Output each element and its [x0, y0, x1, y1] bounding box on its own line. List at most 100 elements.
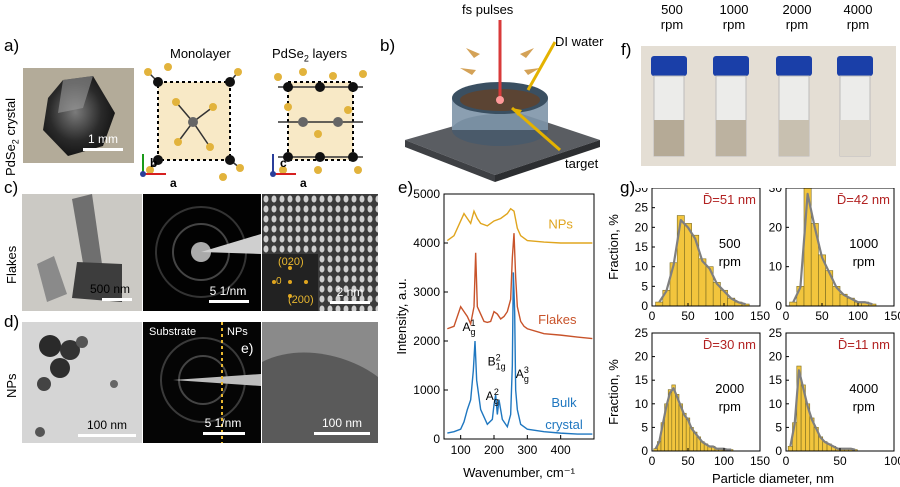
ablation-setup: [405, 20, 600, 182]
hist-ytick-label-1000-30: 30: [769, 188, 783, 195]
nps-tem-image: 100 nm: [22, 322, 142, 443]
hist-ytick-label-4000-20: 20: [769, 350, 783, 364]
crystal-scalebar: [83, 148, 123, 151]
hist-ytick-label-1000-10: 10: [769, 260, 783, 274]
panel-label-a: a): [4, 36, 20, 55]
nps-saed-image: Substrate NPs e) 5 1/nm: [143, 322, 261, 443]
hist-ytick-label-4000-15: 15: [769, 373, 783, 387]
flakes-hrtem-image: (020) 0 (200) 2 nm: [262, 194, 378, 311]
nps-scalebar-3: [314, 432, 370, 435]
rpm-label-2000: 2000 rpm: [782, 2, 812, 32]
fft-label-200: (200): [288, 294, 314, 306]
hist-xtick-label-1000-0: 0: [783, 309, 790, 323]
hist-xtick-label-500-50: 50: [681, 309, 695, 323]
flakes-scale-1: 500 nm: [89, 282, 131, 296]
hist-ytick-label-500-25: 25: [635, 201, 649, 215]
hist-unit-2000: rpm: [719, 399, 741, 414]
raman-ytick-label-2000: 2000: [413, 334, 440, 348]
hist-xtick-label-4000-50: 50: [833, 454, 847, 468]
hist-unit-4000: rpm: [853, 399, 875, 414]
hist-ytick-label-500-20: 20: [635, 220, 649, 234]
rpm-label-500: 500 rpm: [660, 2, 684, 32]
crystal-label: PdSe2 crystal: [3, 98, 21, 176]
hist-frame-2000: [651, 332, 761, 452]
raman-series-0: [446, 207, 593, 244]
hist-bar-2000-8: [682, 412, 687, 452]
hist-ytick-label-500-15: 15: [635, 240, 649, 254]
raman-peak-label-1: A2 g: [486, 387, 499, 406]
hist-ytick-label-500-5: 5: [641, 279, 648, 293]
hist-ytick-label-4000-10: 10: [769, 397, 783, 411]
hist-mean-4000: D̄=11 nm: [838, 337, 890, 352]
hist-xtick-label-2000-0: 0: [649, 454, 656, 468]
rpm-label-4000: 4000 rpm: [843, 2, 873, 32]
hist-xtick-label-4000-100: 100: [884, 454, 900, 468]
hist-ytick-label-1000-0: 0: [775, 299, 782, 313]
histogram-2000: 0 5 10 15 20 25 0 50 100 150 D̄=30 nm 2000 rpm Fracti…: [606, 326, 770, 468]
nps-scalebar-1: [78, 434, 136, 437]
hist-bar-4000-0: [787, 445, 793, 452]
monolayer-axes: [140, 154, 166, 177]
layers-title: PdSe2 layers: [272, 46, 348, 64]
hist-ytick-label-4000-5: 5: [775, 420, 782, 434]
substrate-label: Substrate: [149, 326, 197, 338]
panel-label-b: b): [380, 36, 396, 55]
hist-ytick-label-4000-25: 25: [769, 326, 783, 340]
raman-legend-flakes: Flakes: [538, 312, 577, 327]
nps-scalebar-2: [203, 432, 245, 435]
di-water-label: DI water: [555, 34, 604, 49]
layers-structure: [274, 68, 367, 174]
hist-fit-500: [658, 218, 746, 306]
fft-label-020: (020): [278, 256, 304, 268]
hist-ylabel-2000: Fraction, %: [606, 359, 621, 425]
rpm-label-1000: 1000 rpm: [719, 2, 749, 32]
hist-bar-500-0: [655, 301, 664, 307]
hist-fit-4000: [789, 369, 856, 451]
hist-speed-2000: 2000: [715, 381, 744, 396]
panel-label-f: f): [621, 40, 632, 59]
hist-mean-1000: D̄=42 nm: [837, 192, 890, 207]
flakes-scalebar-3: [330, 301, 370, 304]
hist-xtick-label-500-100: 100: [714, 309, 734, 323]
hist-ytick-label-1000-20: 20: [769, 220, 783, 234]
hist-bar-1000-0: [789, 301, 798, 307]
vials-photo: [641, 46, 896, 166]
raman-xtick-label-400: 400: [551, 443, 571, 457]
crystal-photo: 1 mm: [23, 68, 134, 163]
crystal-structures: [140, 63, 367, 181]
axis-b: b: [150, 156, 158, 170]
raman-ytick-label-5000: 5000: [413, 187, 440, 201]
hist-xtick-label-1000-50: 50: [815, 309, 829, 323]
hist-speed-1000: 1000: [849, 236, 878, 251]
vials: [651, 56, 873, 157]
flakes-saed-image: 5 1/nm: [143, 194, 261, 311]
hist-ytick-label-2000-20: 20: [635, 350, 649, 364]
raman-xtick-label-100: 100: [451, 443, 471, 457]
raman-ytick-label-0: 0: [433, 432, 440, 446]
hist-ytick-label-2000-10: 10: [635, 397, 649, 411]
hist-ytick-label-2000-0: 0: [641, 444, 648, 458]
hist-fit-1000: [792, 192, 873, 306]
hist-ytick-label-500-0: 0: [641, 299, 648, 313]
crystal-scale-text: 1 mm: [88, 132, 118, 146]
flakes-scalebar-1: [102, 298, 132, 301]
raman-ytick-label-1000: 1000: [413, 383, 440, 397]
hist-ytick-label-4000-0: 0: [775, 444, 782, 458]
hist-ytick-label-500-10: 10: [635, 260, 649, 274]
hist-bar-500-4: [684, 223, 692, 307]
axis-a-1: a: [170, 176, 177, 190]
raman-frame: [443, 193, 595, 440]
hist-bar-500-2: [669, 262, 678, 307]
flakes-scale-3: 2 nm: [336, 285, 364, 299]
rpm-header: 500 rpm 1000 rpm 2000 rpm 4000 rpm: [640, 0, 900, 44]
raman-legend-nps: NPs: [548, 216, 573, 231]
hist-xtick-label-1000-150: 150: [884, 309, 900, 323]
histogram-500: 0 5 10 15 20 25 30 0 50 100 150 D̄=51 nm 500 rpm Fract…: [606, 188, 770, 323]
target-label: target: [565, 156, 599, 171]
nps-label: NPs: [227, 326, 248, 338]
monolayer-structure: [144, 63, 244, 181]
raman-ylabel: Intensity, a.u.: [394, 278, 409, 354]
layers-axes: [270, 154, 296, 177]
panel-label-g: g): [620, 178, 636, 197]
